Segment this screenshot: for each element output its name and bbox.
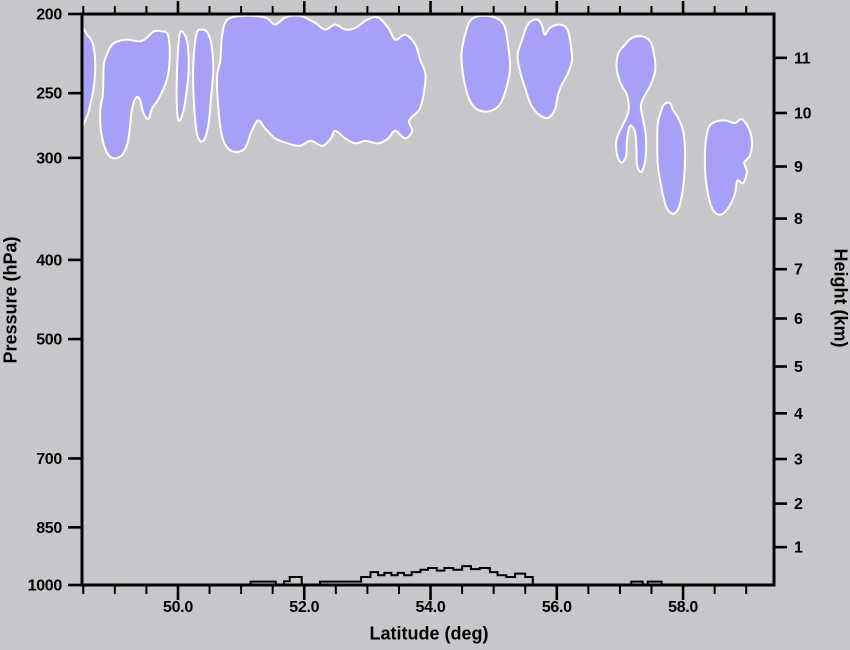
pressure-tick-label: 850: [36, 520, 62, 537]
height-tick-label: 8: [794, 211, 803, 228]
plot-frame: [80, 12, 776, 587]
cloud-region: [460, 14, 512, 113]
pressure-axis-title: Pressure (hPa): [0, 236, 21, 364]
height-tick-label: 4: [794, 406, 803, 423]
height-tick-label: 6: [794, 311, 803, 328]
height-tick-label: 3: [794, 452, 803, 469]
pressure-tick-label: 300: [36, 150, 62, 167]
cloud-region: [192, 28, 215, 143]
cloud-region: [615, 35, 657, 173]
latitude-axis-title: Latitude (deg): [369, 623, 489, 644]
cloud-region: [703, 118, 753, 216]
cloud-region: [516, 18, 574, 120]
x-tick-label: 52.0: [289, 599, 319, 616]
pressure-tick-label: 200: [36, 7, 62, 24]
cloud-region: [82, 25, 97, 130]
cloud-region: [175, 30, 190, 122]
height-axis-title: Height (km): [830, 248, 850, 348]
x-tick-label: 58.0: [668, 599, 698, 616]
pressure-tick-label: 500: [36, 332, 62, 349]
height-tick-label: 5: [794, 359, 803, 376]
x-tick-label: 50.0: [163, 599, 193, 616]
cloud-region: [656, 101, 687, 215]
cloud-region: [99, 29, 171, 160]
pressure-tick-label: 700: [36, 451, 62, 468]
axis-ticks: [68, 1, 787, 600]
height-tick-label: 10: [794, 105, 812, 122]
pressure-tick-label: 1000: [28, 578, 63, 595]
cloud-region: [215, 14, 427, 154]
height-tick-label: 9: [794, 159, 803, 176]
cloud-shading-layer: [82, 14, 753, 216]
tick-labels: 50.0 52.0 54.0 56.0 58.020025030040050070085…: [28, 7, 812, 617]
height-tick-label: 2: [794, 496, 803, 513]
pressure-tick-label: 250: [36, 86, 62, 103]
height-tick-label: 7: [794, 262, 803, 279]
x-tick-label: 56.0: [542, 599, 572, 616]
terrain-profile-line: [249, 565, 663, 585]
x-tick-label: 54.0: [416, 599, 446, 616]
pressure-tick-label: 400: [36, 252, 62, 269]
height-tick-label: 11: [794, 50, 811, 67]
height-tick-label: 1: [794, 540, 803, 557]
